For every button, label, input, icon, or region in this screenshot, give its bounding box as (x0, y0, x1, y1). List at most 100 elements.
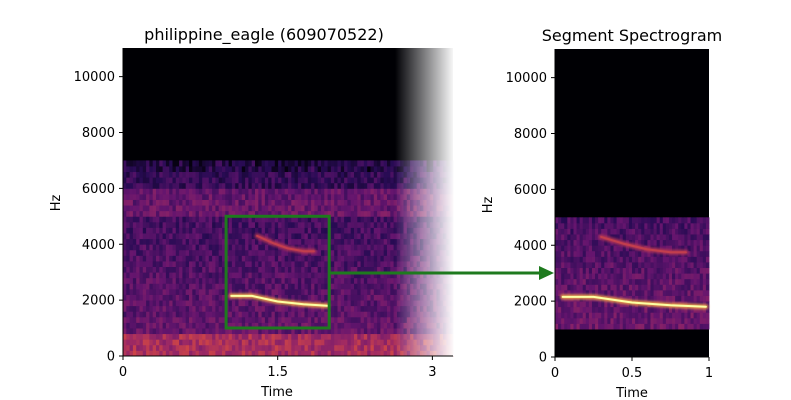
main-spectrogram-cell (373, 333, 378, 340)
main-spectrogram-cell (228, 244, 233, 251)
main-spectrogram-cell (156, 182, 160, 189)
segment-spectrogram-cell (632, 228, 636, 235)
segment-spectrogram-cell (702, 217, 707, 224)
main-spectrogram-cell (165, 238, 170, 245)
main-spectrogram-cell (268, 333, 272, 340)
main-spectrogram-cell (136, 300, 140, 307)
main-spectrogram-cell (139, 328, 144, 335)
main-spectrogram-cell (258, 266, 262, 273)
main-spectrogram-cell (251, 160, 256, 167)
main-spectrogram-cell (146, 328, 150, 335)
main-spectrogram-cell (317, 261, 322, 268)
main-spectrogram-cell (255, 188, 259, 195)
segment-spectrogram-cell (653, 256, 658, 263)
segment-spectrogram-cell (668, 278, 673, 285)
main-spectrogram-cell (264, 166, 269, 173)
main-spectrogram-cell (307, 238, 312, 245)
main-spectrogram-cell (136, 160, 140, 167)
main-spectrogram-cell (367, 344, 371, 351)
main-spectrogram-cell (179, 277, 183, 284)
main-spectrogram-cell (324, 339, 328, 346)
segment-spectrogram-cell (702, 306, 707, 313)
main-spectrogram-cell (179, 339, 183, 346)
segment-spectrogram-cell (653, 262, 658, 269)
main-spectrogram-cell (327, 333, 332, 340)
main-spectrogram-cell (307, 339, 312, 346)
main-spectrogram-cell (129, 344, 134, 351)
main-spectrogram-cell (268, 244, 272, 251)
main-spectrogram-cell (360, 166, 365, 173)
main-spectrogram-cell (311, 177, 315, 184)
main-spectrogram-cell (225, 171, 229, 178)
main-spectrogram-cell (350, 294, 355, 301)
main-spectrogram-cell (370, 205, 375, 212)
main-spectrogram-cell (228, 216, 233, 223)
main-spectrogram-cell (321, 339, 325, 346)
main-spectrogram-cell (235, 333, 239, 340)
main-spectrogram-cell (301, 205, 305, 212)
main-spectrogram-cell (370, 266, 375, 273)
segment-spectrogram-cell (662, 312, 667, 319)
main-spectrogram-cell (354, 255, 358, 262)
main-spectrogram-cell (172, 160, 177, 167)
main-spectrogram-cell (291, 277, 295, 284)
segment-spectrogram-cell (702, 250, 707, 257)
main-spectrogram-cell (248, 244, 253, 251)
segment-spectrogram-cell (681, 217, 685, 224)
main-spectrogram-cell (248, 255, 253, 262)
main-spectrogram-cell (274, 221, 279, 228)
main-spectrogram-cell (185, 188, 190, 195)
main-spectrogram-cell (165, 166, 170, 173)
segment-spectrogram-cell (582, 262, 587, 269)
main-spectrogram-cell (198, 210, 203, 217)
main-spectrogram-cell (387, 272, 391, 279)
main-spectrogram-cell (370, 328, 375, 335)
main-spectrogram-cell (390, 344, 394, 351)
segment-spectrogram-cell (622, 306, 627, 313)
main-spectrogram-cell (357, 227, 361, 234)
segment-spectrogram-cell (613, 284, 617, 291)
main-spectrogram-cell (136, 249, 140, 256)
segment-spectrogram-cell (635, 234, 639, 241)
main-spectrogram-cell (324, 244, 328, 251)
main-spectrogram-cell (390, 305, 394, 312)
segment-spectrogram-cell (595, 317, 599, 324)
main-spectrogram-cell (284, 261, 289, 268)
main-spectrogram-cell (350, 328, 355, 335)
segment-spectrogram-cell (699, 256, 704, 263)
main-spectrogram-cell (146, 272, 150, 279)
main-spectrogram-cell (179, 322, 183, 329)
main-spectrogram-cell (324, 272, 328, 279)
segment-spectrogram-cell (619, 284, 624, 291)
main-spectrogram-cell (235, 160, 239, 167)
main-spectrogram-cell (212, 166, 216, 173)
main-spectrogram-cell (261, 305, 266, 312)
main-spectrogram-cell (297, 177, 302, 184)
main-spectrogram-cell (238, 266, 243, 273)
segment-spectrogram-cell (582, 306, 587, 313)
main-spectrogram-cell (245, 277, 249, 284)
main-spectrogram-cell (238, 160, 243, 167)
segment-spectrogram-cell (696, 245, 701, 252)
main-spectrogram-cell (291, 171, 295, 178)
segment-spectrogram-cell (641, 262, 645, 269)
main-spectrogram-cell (231, 322, 236, 329)
main-spectrogram-cell (228, 227, 233, 234)
main-spectrogram-cell (235, 249, 239, 256)
segment-spectrogram-cell (570, 273, 574, 280)
segment-spectrogram-cell (555, 284, 559, 291)
main-spectrogram-cell (274, 188, 279, 195)
main-spectrogram-cell (182, 216, 187, 223)
segment-spectrogram-cell (687, 217, 691, 224)
segment-spectrogram-cell (684, 239, 688, 246)
main-spectrogram-cell (251, 300, 256, 307)
main-spectrogram-cell (307, 244, 312, 251)
main-spectrogram-cell (311, 205, 315, 212)
segment-spectrogram-cell (564, 306, 568, 313)
main-spectrogram-cell (383, 160, 388, 167)
main-spectrogram-cell (251, 328, 256, 335)
main-spectrogram-cell (367, 199, 371, 206)
main-spectrogram-cell (238, 333, 243, 340)
main-spectrogram-cell (363, 221, 368, 228)
main-spectrogram-cell (294, 288, 299, 295)
